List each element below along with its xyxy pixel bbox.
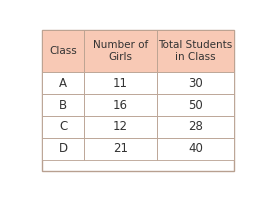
- Bar: [84, 30, 157, 72]
- Bar: [157, 138, 234, 160]
- Text: 28: 28: [188, 120, 203, 133]
- Bar: [157, 94, 234, 116]
- Text: 12: 12: [113, 120, 128, 133]
- Text: 11: 11: [113, 77, 128, 90]
- Bar: [42, 116, 84, 138]
- Bar: [42, 30, 84, 72]
- Bar: [157, 30, 234, 72]
- Text: 16: 16: [113, 99, 128, 112]
- Bar: [84, 94, 157, 116]
- Text: Total Students
in Class: Total Students in Class: [158, 40, 232, 62]
- Text: C: C: [59, 120, 67, 133]
- Bar: [157, 72, 234, 94]
- Bar: [84, 138, 157, 160]
- Bar: [84, 72, 157, 94]
- Text: 30: 30: [188, 77, 203, 90]
- Text: Class: Class: [49, 46, 77, 56]
- Bar: [157, 116, 234, 138]
- Text: 50: 50: [188, 99, 203, 112]
- Bar: [42, 138, 84, 160]
- Text: B: B: [59, 99, 67, 112]
- Bar: [84, 116, 157, 138]
- Bar: [42, 94, 84, 116]
- Text: D: D: [58, 142, 68, 155]
- Text: 40: 40: [188, 142, 203, 155]
- Text: A: A: [59, 77, 67, 90]
- Bar: [42, 72, 84, 94]
- Text: 21: 21: [113, 142, 128, 155]
- Text: Number of
Girls: Number of Girls: [93, 40, 148, 62]
